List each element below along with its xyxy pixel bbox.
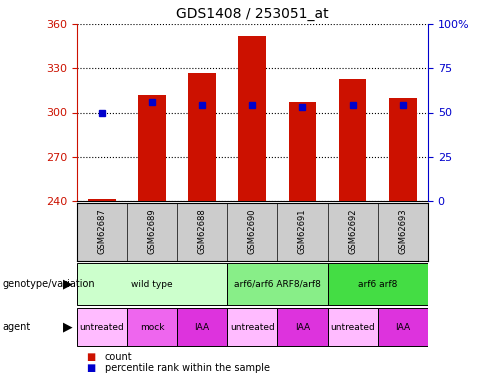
Bar (88, 199, 116, 201)
Bar (227, 263, 327, 305)
Text: IAA: IAA (295, 322, 310, 332)
Text: genotype/variation: genotype/variation (2, 279, 95, 289)
Text: ■: ■ (86, 352, 96, 362)
Text: ▶: ▶ (62, 278, 72, 291)
Text: arf6 arf8: arf6 arf8 (358, 280, 397, 289)
Text: mock: mock (140, 322, 164, 332)
Bar (77, 308, 127, 346)
Text: IAA: IAA (395, 322, 410, 332)
Text: wild type: wild type (131, 280, 173, 289)
Bar (327, 308, 378, 346)
Bar (188, 73, 216, 201)
Text: agent: agent (2, 322, 31, 332)
Text: ▶: ▶ (62, 321, 72, 334)
Bar (227, 308, 277, 346)
Bar (138, 95, 166, 201)
Text: GSM62693: GSM62693 (398, 209, 407, 254)
Bar (239, 36, 266, 201)
Text: percentile rank within the sample: percentile rank within the sample (105, 363, 270, 373)
Text: untreated: untreated (80, 322, 124, 332)
Text: GSM62690: GSM62690 (248, 209, 257, 254)
Text: untreated: untreated (230, 322, 275, 332)
Bar (339, 79, 366, 201)
Text: GSM62692: GSM62692 (348, 209, 357, 254)
Text: arf6/arf6 ARF8/arf8: arf6/arf6 ARF8/arf8 (234, 280, 321, 289)
Bar (77, 263, 227, 305)
Bar (127, 308, 177, 346)
Bar (289, 102, 316, 201)
Text: GSM62689: GSM62689 (147, 209, 157, 254)
Text: GSM62688: GSM62688 (198, 209, 206, 254)
Text: ■: ■ (86, 363, 96, 373)
Text: count: count (105, 352, 133, 362)
Title: GDS1408 / 253051_at: GDS1408 / 253051_at (176, 7, 328, 21)
Bar (327, 263, 428, 305)
Text: GSM62691: GSM62691 (298, 209, 307, 254)
Bar (277, 308, 327, 346)
Bar (389, 98, 417, 201)
Bar (378, 308, 428, 346)
Text: IAA: IAA (195, 322, 210, 332)
Bar (177, 308, 227, 346)
Text: GSM62687: GSM62687 (97, 209, 106, 254)
Text: untreated: untreated (330, 322, 375, 332)
